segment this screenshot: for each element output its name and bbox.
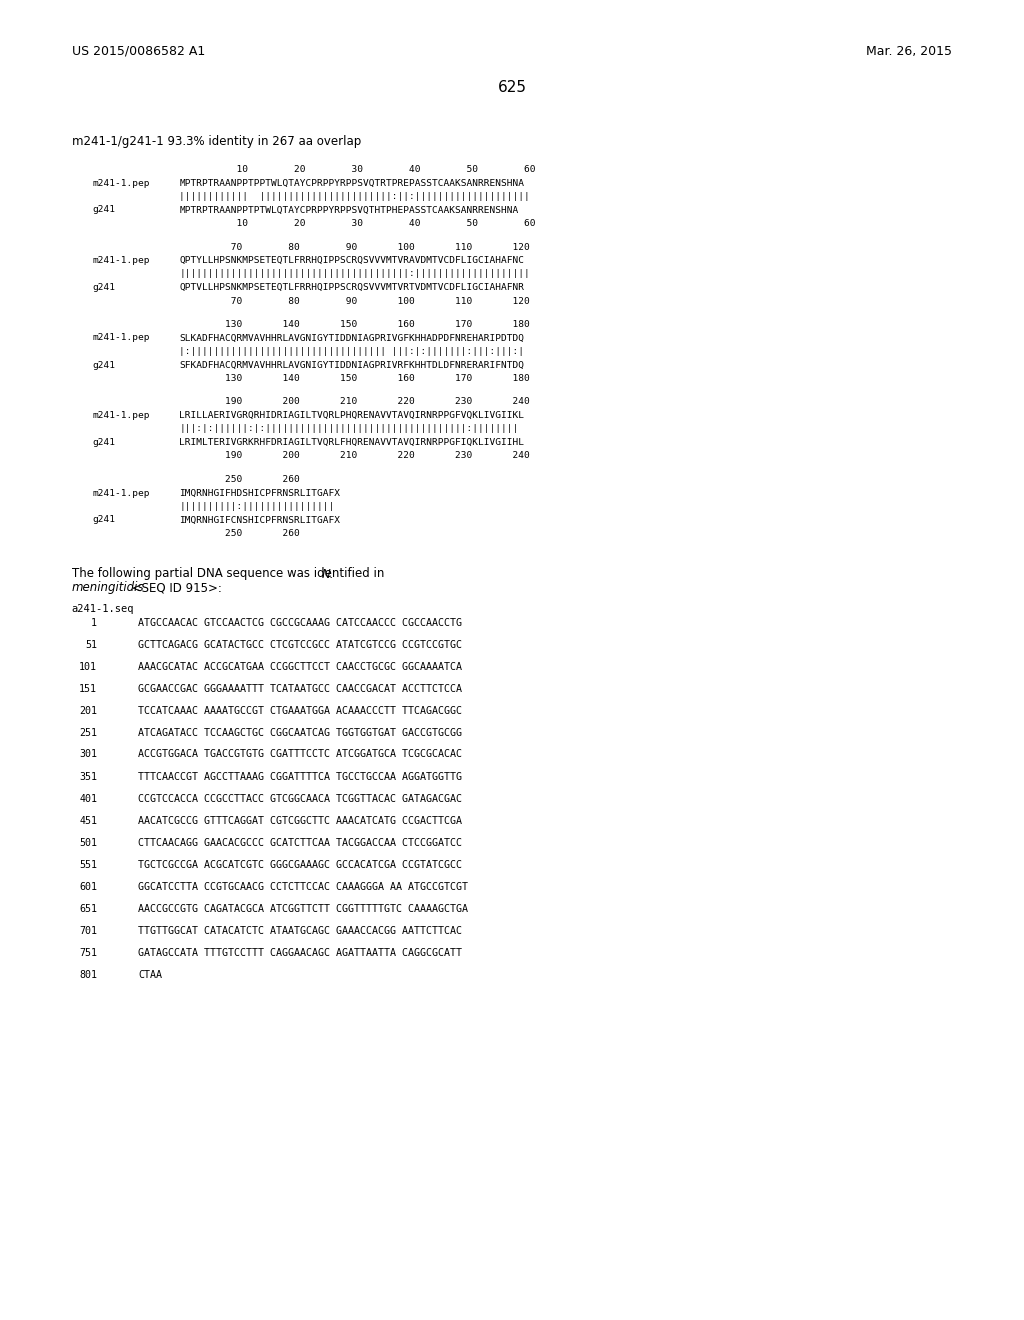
- Text: ||||||||||||||||||||||||||||||||||||||||:||||||||||||||||||||: ||||||||||||||||||||||||||||||||||||||||…: [179, 269, 530, 279]
- Text: meningitidis: meningitidis: [72, 582, 144, 594]
- Text: m241-1.pep: m241-1.pep: [92, 334, 150, 342]
- Text: 130       140       150       160       170       180: 130 140 150 160 170 180: [179, 374, 530, 383]
- Text: 451: 451: [79, 816, 97, 825]
- Text: 701: 701: [79, 925, 97, 936]
- Text: 70        80        90       100       110       120: 70 80 90 100 110 120: [179, 243, 530, 252]
- Text: Mar. 26, 2015: Mar. 26, 2015: [866, 45, 952, 58]
- Text: N.: N.: [322, 568, 335, 581]
- Text: g241: g241: [92, 438, 115, 447]
- Text: 70        80        90       100       110       120: 70 80 90 100 110 120: [179, 297, 530, 305]
- Text: TTTCAACCGT AGCCTTAAAG CGGATTTTCA TGCCTGCCAA AGGATGGTTG: TTTCAACCGT AGCCTTAAAG CGGATTTTCA TGCCTGC…: [138, 771, 462, 781]
- Text: g241: g241: [92, 206, 115, 214]
- Text: 551: 551: [79, 859, 97, 870]
- Text: SLKADFHACQRMVAVHHRLAVGNIGYTIDDNIAGPRIVGFKHHADPDFNREHARIPDTDQ: SLKADFHACQRMVAVHHRLAVGNIGYTIDDNIAGPRIVGF…: [179, 334, 524, 342]
- Text: g241: g241: [92, 516, 115, 524]
- Text: CTTCAACAGG GAACACGCCC GCATCTTCAA TACGGACCAA CTCCGGATCC: CTTCAACAGG GAACACGCCC GCATCTTCAA TACGGAC…: [138, 837, 462, 847]
- Text: 250       260: 250 260: [179, 529, 300, 539]
- Text: TTGTTGGCAT CATACATCTC ATAATGCAGC GAAACCACGG AATTCTTCAC: TTGTTGGCAT CATACATCTC ATAATGCAGC GAAACCA…: [138, 925, 462, 936]
- Text: 501: 501: [79, 837, 97, 847]
- Text: 751: 751: [79, 948, 97, 957]
- Text: The following partial DNA sequence was identified in: The following partial DNA sequence was i…: [72, 568, 388, 581]
- Text: ATGCCAACAC GTCCAACTCG CGCCGCAAAG CATCCAACCC CGCCAACCTG: ATGCCAACAC GTCCAACTCG CGCCGCAAAG CATCCAA…: [138, 618, 462, 627]
- Text: ||||||||||:||||||||||||||||: ||||||||||:||||||||||||||||: [179, 502, 335, 511]
- Text: 301: 301: [79, 750, 97, 759]
- Text: |:|||||||||||||||||||||||||||||||||| |||:|:|||||||:|||:|||:|: |:|||||||||||||||||||||||||||||||||| |||…: [179, 347, 524, 356]
- Text: m241-1.pep: m241-1.pep: [92, 256, 150, 265]
- Text: 10        20        30        40        50        60: 10 20 30 40 50 60: [179, 219, 536, 228]
- Text: IMQRNHGIFHDSHICPFRNSRLITGAFX: IMQRNHGIFHDSHICPFRNSRLITGAFX: [179, 488, 340, 498]
- Text: 401: 401: [79, 793, 97, 804]
- Text: 250       260: 250 260: [179, 475, 300, 484]
- Text: 1: 1: [91, 618, 97, 627]
- Text: GATAGCCATA TTTGTCCTTT CAGGAACAGC AGATTAATTA CAGGCGCATT: GATAGCCATA TTTGTCCTTT CAGGAACAGC AGATTAA…: [138, 948, 462, 957]
- Text: m241-1.pep: m241-1.pep: [92, 488, 150, 498]
- Text: MPTRPTRAANPPTPPTWLQTAYCPRPPYRPPSVQTRTPREPASSTCAAKSANRRENSHNA: MPTRPTRAANPPTPPTWLQTAYCPRPPYRPPSVQTRTPRE…: [179, 178, 524, 187]
- Text: GCGAACCGAC GGGAAAATTT TCATAATGCC CAACCGACAT ACCTTCTCCA: GCGAACCGAC GGGAAAATTT TCATAATGCC CAACCGA…: [138, 684, 462, 693]
- Text: US 2015/0086582 A1: US 2015/0086582 A1: [72, 45, 205, 58]
- Text: AAACGCATAC ACCGCATGAA CCGGCTTCCT CAACCTGCGC GGCAAAATCA: AAACGCATAC ACCGCATGAA CCGGCTTCCT CAACCTG…: [138, 661, 462, 672]
- Text: <SEQ ID 915>:: <SEQ ID 915>:: [128, 582, 222, 594]
- Text: IMQRNHGIFCNSHICPFRNSRLITGAFX: IMQRNHGIFCNSHICPFRNSRLITGAFX: [179, 516, 340, 524]
- Text: SFKADFHACQRMVAVHHRLAVGNIGYTIDDNIAGPRIVRFKHHTDLDFNRERARIFNTDQ: SFKADFHACQRMVAVHHRLAVGNIGYTIDDNIAGPRIVRF…: [179, 360, 524, 370]
- Text: ||||||||||||  |||||||||||||||||||||||:||:||||||||||||||||||||: |||||||||||| |||||||||||||||||||||||:||:…: [179, 191, 530, 201]
- Text: CCGTCCACCA CCGCCTTACC GTCGGCAACA TCGGTTACAC GATAGACGAC: CCGTCCACCA CCGCCTTACC GTCGGCAACA TCGGTTA…: [138, 793, 462, 804]
- Text: m241-1.pep: m241-1.pep: [92, 411, 150, 420]
- Text: 625: 625: [498, 81, 526, 95]
- Text: MPTRPTRAANPPTPTWLQTAYCPRPPYRPPSVQTHTPHEPASSTCAAKSANRRENSHNA: MPTRPTRAANPPTPTWLQTAYCPRPPYRPPSVQTHTPHEP…: [179, 206, 518, 214]
- Text: 201: 201: [79, 705, 97, 715]
- Text: 601: 601: [79, 882, 97, 891]
- Text: AACCGCCGTG CAGATACGCA ATCGGTTCTT CGGTTTTTGTC CAAAAGCTGA: AACCGCCGTG CAGATACGCA ATCGGTTCTT CGGTTTT…: [138, 903, 468, 913]
- Text: AACATCGCCG GTTTCAGGAT CGTCGGCTTC AAACATCATG CCGACTTCGA: AACATCGCCG GTTTCAGGAT CGTCGGCTTC AAACATC…: [138, 816, 462, 825]
- Text: GCTTCAGACG GCATACTGCC CTCGTCCGCC ATATCGTCCG CCGTCCGTGC: GCTTCAGACG GCATACTGCC CTCGTCCGCC ATATCGT…: [138, 639, 462, 649]
- Text: LRIMLTERIVGRKRHFDRIAGILTVQRLFHQRENAVVTAVQIRNRPPGFIQKLIVGIIHL: LRIMLTERIVGRKRHFDRIAGILTVQRLFHQRENAVVTAV…: [179, 438, 524, 447]
- Text: TCCATCAAAC AAAATGCCGT CTGAAATGGA ACAAACCCTT TTCAGACGGC: TCCATCAAAC AAAATGCCGT CTGAAATGGA ACAAACC…: [138, 705, 462, 715]
- Text: a241-1.seq: a241-1.seq: [72, 603, 134, 614]
- Text: 801: 801: [79, 969, 97, 979]
- Text: 51: 51: [85, 639, 97, 649]
- Text: 190       200       210       220       230       240: 190 200 210 220 230 240: [179, 397, 530, 407]
- Text: 130       140       150       160       170       180: 130 140 150 160 170 180: [179, 319, 530, 329]
- Text: 101: 101: [79, 661, 97, 672]
- Text: g241: g241: [92, 282, 115, 292]
- Text: 651: 651: [79, 903, 97, 913]
- Text: m241-1.pep: m241-1.pep: [92, 178, 150, 187]
- Text: 190       200       210       220       230       240: 190 200 210 220 230 240: [179, 451, 530, 461]
- Text: ACCGTGGACA TGACCGTGTG CGATTTCCTC ATCGGATGCA TCGCGCACAC: ACCGTGGACA TGACCGTGTG CGATTTCCTC ATCGGAT…: [138, 750, 462, 759]
- Text: 10        20        30        40        50        60: 10 20 30 40 50 60: [179, 165, 536, 174]
- Text: CTAA: CTAA: [138, 969, 162, 979]
- Text: ATCAGATACC TCCAAGCTGC CGGCAATCAG TGGTGGTGAT GACCGTGCGG: ATCAGATACC TCCAAGCTGC CGGCAATCAG TGGTGGT…: [138, 727, 462, 738]
- Text: QPTYLLHPSNKMPSETEQTLFRRHQIPPSCRQSVVVMTVRAVDMTVCDFLIGCIAHAFNC: QPTYLLHPSNKMPSETEQTLFRRHQIPPSCRQSVVVMTVR…: [179, 256, 524, 265]
- Text: 251: 251: [79, 727, 97, 738]
- Text: QPTVLLHPSNKMPSETEQTLFRRHQIPPSCRQSVVVMTVRTVDMTVCDFLIGCIAHAFNR: QPTVLLHPSNKMPSETEQTLFRRHQIPPSCRQSVVVMTVR…: [179, 282, 524, 292]
- Text: |||:|:||||||:|:|||||||||||||||||||||||||||||||||||:||||||||: |||:|:||||||:|:|||||||||||||||||||||||||…: [179, 425, 518, 433]
- Text: 151: 151: [79, 684, 97, 693]
- Text: 351: 351: [79, 771, 97, 781]
- Text: m241-1/g241-1 93.3% identity in 267 aa overlap: m241-1/g241-1 93.3% identity in 267 aa o…: [72, 135, 360, 148]
- Text: g241: g241: [92, 360, 115, 370]
- Text: LRILLAERIVGRQRHIDRIAGILTVQRLPHQRENAVVTAVQIRNRPPGFVQKLIVGIIKL: LRILLAERIVGRQRHIDRIAGILTVQRLPHQRENAVVTAV…: [179, 411, 524, 420]
- Text: GGCATCCTTA CCGTGCAACG CCTCTTCCAC CAAAGGGA AA ATGCCGTCGT: GGCATCCTTA CCGTGCAACG CCTCTTCCAC CAAAGGG…: [138, 882, 468, 891]
- Text: TGCTCGCCGA ACGCATCGTC GGGCGAAAGC GCCACATCGA CCGTATCGCC: TGCTCGCCGA ACGCATCGTC GGGCGAAAGC GCCACAT…: [138, 859, 462, 870]
